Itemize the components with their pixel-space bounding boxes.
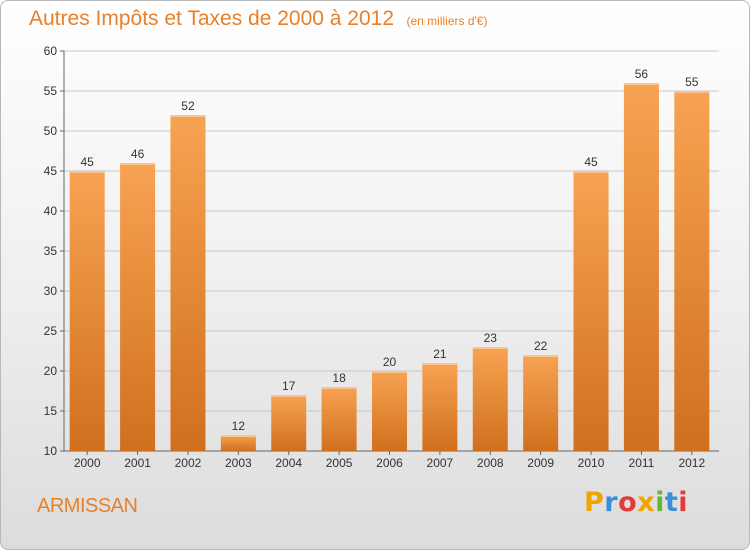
proxiti-logo: Proxiti — [584, 487, 688, 518]
logo-letter: x — [637, 487, 656, 518]
x-tick-label: 2000 — [74, 456, 101, 470]
logo-letter: P — [584, 487, 605, 518]
data-label: 46 — [131, 147, 145, 161]
data-label: 20 — [383, 355, 397, 369]
logo-letter: t — [664, 487, 679, 518]
bar — [472, 347, 508, 451]
bar-highlight — [170, 115, 206, 117]
bar — [321, 387, 357, 451]
logo-letter: o — [618, 487, 638, 518]
x-tick-label: 2002 — [175, 456, 202, 470]
bar-highlight — [69, 171, 105, 173]
x-tick-label: 2004 — [275, 456, 302, 470]
title-block: Autres Impôts et Taxes de 2000 à 2012 (e… — [29, 7, 487, 31]
bar — [422, 363, 458, 451]
x-tick-label: 2006 — [376, 456, 403, 470]
y-tick-label: 45 — [44, 164, 58, 178]
data-label: 22 — [534, 339, 548, 353]
chart-subtitle: (en milliers d'€) — [406, 14, 488, 28]
x-tick-label: 2007 — [427, 456, 454, 470]
data-label: 23 — [484, 331, 498, 345]
bar — [69, 171, 105, 451]
logo-letter: i — [678, 487, 689, 518]
bar-highlight — [422, 363, 458, 365]
commune-name: ARMISSAN — [37, 495, 138, 517]
data-label: 52 — [181, 99, 195, 113]
bar — [271, 395, 307, 451]
data-label: 56 — [635, 67, 649, 81]
x-tick-label: 2008 — [477, 456, 504, 470]
data-label: 45 — [584, 155, 598, 169]
bar-highlight — [523, 355, 559, 357]
bar-highlight — [573, 171, 609, 173]
x-tick-label: 2001 — [124, 456, 151, 470]
bar-highlight — [120, 163, 156, 165]
data-label: 45 — [81, 155, 95, 169]
chart-title: Autres Impôts et Taxes de 2000 à 2012 — [29, 7, 395, 30]
y-tick-label: 25 — [44, 324, 58, 338]
bar — [220, 435, 256, 451]
bar-highlight — [271, 395, 307, 397]
y-tick-label: 15 — [44, 404, 58, 418]
bar — [170, 115, 206, 451]
bar-highlight — [372, 371, 407, 373]
bar — [120, 163, 156, 451]
bar — [573, 171, 609, 451]
data-label: 12 — [232, 419, 246, 433]
y-tick-label: 20 — [44, 364, 58, 378]
bar — [674, 91, 710, 451]
bar — [372, 371, 407, 451]
y-tick-label: 30 — [44, 284, 58, 298]
data-label: 18 — [332, 371, 346, 385]
bar-highlight — [674, 91, 710, 93]
data-label: 17 — [282, 379, 296, 393]
y-tick-label: 35 — [44, 244, 58, 258]
x-tick-label: 2011 — [629, 456, 655, 470]
logo-letter: r — [604, 487, 619, 518]
logo-letter: i — [655, 487, 665, 518]
y-tick-label: 50 — [44, 124, 58, 138]
data-label: 55 — [685, 75, 699, 89]
x-tick-label: 2009 — [527, 456, 554, 470]
x-tick-label: 2012 — [678, 456, 705, 470]
data-label: 21 — [433, 347, 447, 361]
x-tick-label: 2010 — [578, 456, 605, 470]
bar-highlight — [623, 83, 659, 85]
bar-highlight — [321, 387, 357, 389]
y-tick-label: 60 — [44, 44, 58, 58]
bar — [523, 355, 559, 451]
bar-highlight — [472, 347, 508, 349]
y-tick-label: 55 — [44, 84, 58, 98]
x-tick-label: 2005 — [326, 456, 353, 470]
y-tick-label: 40 — [44, 204, 58, 218]
bar — [623, 83, 659, 451]
bar-highlight — [220, 435, 256, 437]
x-tick-label: 2003 — [225, 456, 252, 470]
y-tick-label: 10 — [44, 444, 58, 458]
